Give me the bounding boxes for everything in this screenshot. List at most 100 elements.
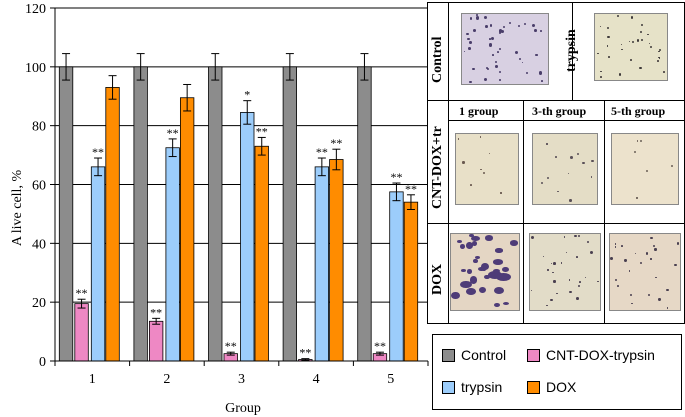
cell-dot <box>630 293 633 296</box>
micrograph-cnt-group-3 <box>532 133 598 205</box>
cell-dot <box>650 237 653 240</box>
cell-dot <box>469 234 474 238</box>
cell-dot <box>563 236 566 238</box>
significance-label: ** <box>390 170 402 184</box>
cell-dot <box>466 32 469 36</box>
cell-dot <box>498 70 502 74</box>
bar-dox-group-3 <box>254 145 269 362</box>
legend-swatch-dox <box>527 380 540 394</box>
cell-dot <box>636 139 639 142</box>
significance-label: ** <box>167 126 179 140</box>
cell-dot <box>654 276 657 279</box>
cell-dot <box>590 176 592 178</box>
bar-control-group-3 <box>208 66 223 362</box>
micrograph-cnt-group-5 <box>611 133 679 205</box>
cell-dot <box>493 269 500 274</box>
panel-divider <box>448 120 684 121</box>
cell-dot <box>671 164 674 167</box>
cell-dot <box>666 288 669 292</box>
cell-dot <box>557 190 559 193</box>
cell-dot <box>489 38 491 41</box>
cell-dot <box>576 297 580 301</box>
cell-dot <box>469 276 478 284</box>
cell-dot <box>647 294 651 297</box>
cell-dot <box>629 59 632 61</box>
cell-dot <box>639 262 642 264</box>
cell-dot <box>496 272 511 281</box>
col-header-group-5: 5-th group <box>611 104 666 118</box>
cell-dot <box>607 56 610 58</box>
cell-dot <box>582 161 585 165</box>
cell-dot <box>491 37 495 41</box>
cell-dot <box>483 15 488 19</box>
cell-dot <box>509 240 519 246</box>
cell-dot <box>463 50 466 53</box>
cell-dot <box>473 29 477 32</box>
cell-dot <box>599 26 602 28</box>
significance-label: ** <box>150 305 162 319</box>
trypsin-label: trypsin <box>564 29 579 72</box>
cell-dot <box>541 182 544 185</box>
cell-dot <box>502 301 510 305</box>
cell-dot <box>631 302 633 305</box>
cell-dot <box>492 259 504 265</box>
x-axis-label: Group <box>225 401 261 416</box>
cell-dot <box>579 281 582 283</box>
col-header-group-1: 1 group <box>459 104 499 118</box>
cell-dot <box>484 78 488 82</box>
bar-trypsin-group-2 <box>165 147 180 362</box>
significance-label: ** <box>330 136 342 150</box>
panel-divider <box>428 223 684 224</box>
y-tick-label: 40 <box>32 237 46 252</box>
cell-dot <box>473 258 478 264</box>
cell-dot <box>493 302 501 308</box>
significance-label: ** <box>316 145 328 159</box>
cell-dot <box>587 240 590 243</box>
cell-dot <box>469 184 472 186</box>
cell-dot <box>658 48 662 52</box>
cell-dot <box>574 234 577 238</box>
micrograph-dox-group-5 <box>609 233 681 311</box>
cell-dot <box>640 23 644 27</box>
cell-dot <box>654 248 657 251</box>
bar-trypsin-group-3 <box>240 112 255 362</box>
cell-dot <box>469 41 472 44</box>
cell-dot <box>488 43 493 47</box>
cell-dot <box>576 256 578 258</box>
cell-dot <box>530 289 533 292</box>
cell-dot <box>658 57 661 60</box>
row-label-dox: DOX <box>430 263 445 295</box>
cell-dot <box>547 176 550 179</box>
cell-dot <box>469 17 472 20</box>
cell-dot <box>461 269 466 273</box>
bar-chart: ****** ** ***************** 02040608010012… <box>10 2 429 416</box>
legend-label-trypsin: trypsin <box>461 379 503 395</box>
cell-dot <box>597 52 599 55</box>
cell-dot <box>589 250 593 254</box>
panel-divider <box>428 100 684 101</box>
cell-dot <box>479 136 482 138</box>
cell-dot <box>618 73 621 76</box>
cell-dot <box>674 263 677 267</box>
cell-dot <box>498 31 502 35</box>
cell-dot <box>502 266 510 272</box>
x-tick-label: 2 <box>163 372 170 387</box>
bars <box>58 66 419 362</box>
cell-dot <box>471 241 477 246</box>
cell-dot <box>567 172 570 175</box>
y-tick-label: 100 <box>25 61 46 76</box>
cell-dot <box>569 290 572 294</box>
cell-dot <box>467 269 473 275</box>
cell-dot <box>498 29 503 33</box>
cell-dot <box>524 22 527 25</box>
cell-dot <box>621 48 624 51</box>
cell-dot <box>472 67 475 71</box>
micrograph-control <box>461 13 549 85</box>
cell-dot <box>647 33 649 36</box>
cell-dot <box>546 143 548 145</box>
cell-dot <box>648 43 650 45</box>
cell-dot <box>534 53 538 57</box>
cell-dot <box>658 298 661 301</box>
cell-dot <box>478 286 487 294</box>
bar-control-group-2 <box>133 66 148 362</box>
